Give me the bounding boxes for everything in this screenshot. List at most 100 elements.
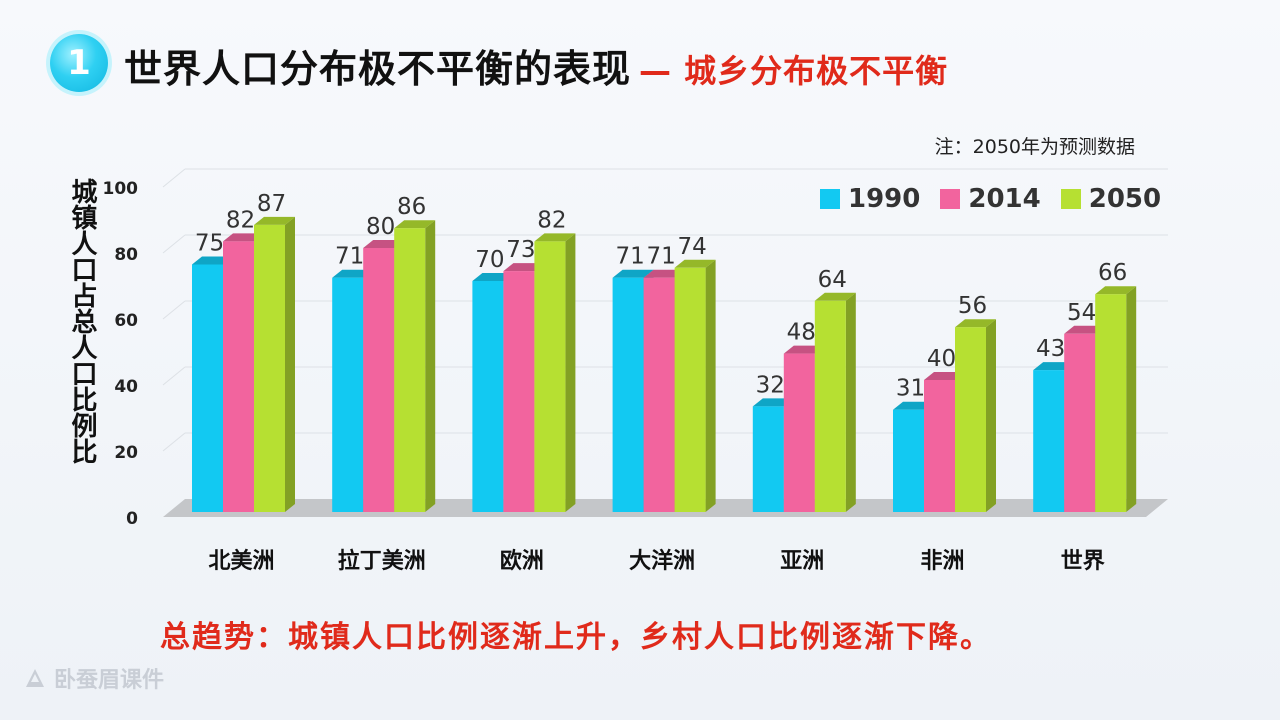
data-label: 82 (226, 207, 255, 233)
gridline-diagonal (162, 432, 186, 452)
x-category-label: 亚洲 (780, 549, 824, 574)
x-category-label: 北美洲 (208, 548, 274, 574)
leaf-logo-icon (26, 669, 44, 687)
bar (254, 224, 285, 512)
gridline-diagonal (162, 366, 186, 386)
y-tick-label: 40 (114, 377, 138, 397)
bar-top (783, 345, 825, 354)
data-label: 74 (677, 234, 706, 260)
y-tick-label: 0 (126, 509, 138, 529)
data-label: 66 (1098, 260, 1127, 286)
title-subtitle: — 城乡分布极不平衡 (639, 52, 949, 90)
bar (955, 327, 986, 512)
bar-top (534, 233, 576, 242)
bar (1095, 294, 1127, 512)
data-label: 48 (787, 320, 816, 346)
y-axis-label: 城镇人口占总人口比例比 (67, 178, 97, 464)
chart-legend: 1990 2014 2050 (820, 184, 1161, 214)
bar-top (752, 398, 794, 407)
bar (814, 300, 846, 512)
section-number-badge: 1 (50, 34, 108, 92)
bar-top (1033, 362, 1075, 371)
bar (363, 248, 395, 512)
data-label: 43 (1036, 336, 1065, 362)
bar-top (363, 240, 405, 248)
bar (1064, 333, 1096, 512)
gridline-diagonal (162, 300, 186, 320)
gridline-diagonal (162, 234, 186, 254)
y-tick-label: 80 (114, 245, 138, 265)
data-label: 73 (506, 237, 535, 263)
data-label: 64 (818, 267, 847, 293)
legend-swatch-1990 (820, 189, 840, 209)
bar (223, 241, 254, 512)
bar (924, 380, 955, 512)
bar-top (472, 273, 514, 281)
watermark-text: 卧蚕眉课件 (54, 668, 165, 693)
bar-side (1126, 286, 1137, 512)
x-category-label: 拉丁美洲 (338, 548, 426, 574)
bar (472, 281, 504, 512)
data-label: 82 (537, 207, 566, 233)
legend-item-2050: 2050 (1060, 184, 1162, 214)
bar-top (955, 319, 996, 328)
data-label: 54 (1067, 300, 1096, 326)
bar-top (674, 259, 716, 268)
bar-top (1064, 325, 1106, 334)
bar (192, 264, 223, 512)
x-category-label: 欧洲 (500, 548, 544, 574)
bar (612, 277, 644, 512)
bar (783, 353, 815, 512)
bar-top (254, 216, 295, 225)
bar-side (285, 216, 295, 512)
bar-top (192, 256, 233, 265)
bar-top (223, 233, 264, 242)
data-label: 70 (475, 247, 504, 273)
y-tick-label: 20 (114, 443, 138, 463)
data-label: 80 (366, 214, 395, 240)
legend-label-2050: 2050 (1088, 184, 1162, 214)
bar-side (565, 233, 576, 512)
bar (752, 406, 784, 512)
data-label: 31 (896, 376, 925, 402)
page-title: 世界人口分布极不平衡的表现 — 城乡分布极不平衡 (124, 38, 948, 93)
data-label: 87 (257, 191, 286, 217)
bar (893, 409, 924, 512)
bar-top (814, 292, 856, 301)
bar-top (394, 220, 436, 229)
data-label: 86 (397, 194, 426, 220)
gridline-diagonal (162, 168, 186, 188)
y-tick-label: 60 (114, 311, 138, 331)
bar (674, 267, 706, 512)
data-label: 71 (646, 244, 675, 270)
data-label: 71 (615, 244, 644, 270)
bar (1033, 370, 1065, 512)
bar-side (845, 292, 856, 512)
x-category-label: 大洋洲 (629, 548, 695, 574)
summary-text: 总趋势：城镇人口比例逐渐上升，乡村人口比例逐渐下降。 (160, 620, 992, 655)
data-label: 40 (927, 346, 956, 372)
y-tick-label: 100 (103, 179, 139, 199)
bar-top (612, 269, 654, 278)
bar (534, 241, 566, 512)
legend-label-1990: 1990 (848, 184, 921, 214)
data-label: 71 (335, 244, 364, 270)
bar (503, 271, 535, 512)
bar (332, 277, 364, 512)
bar (643, 277, 675, 512)
bar-top (893, 401, 934, 410)
data-label: 75 (195, 231, 224, 257)
legend-swatch-2014 (940, 189, 961, 209)
forecast-note: 注：2050年为预测数据 (934, 136, 1135, 158)
legend-item-2014: 2014 (940, 184, 1041, 214)
bar-top (643, 269, 685, 278)
x-category-label: 非洲 (920, 549, 964, 574)
bar-side (705, 259, 716, 512)
bar (394, 228, 426, 512)
x-category-label: 世界 (1061, 549, 1105, 574)
bar-side (425, 220, 436, 512)
bar-top (924, 372, 965, 380)
bar-top (1095, 286, 1137, 295)
legend-item-1990: 1990 (820, 184, 920, 214)
